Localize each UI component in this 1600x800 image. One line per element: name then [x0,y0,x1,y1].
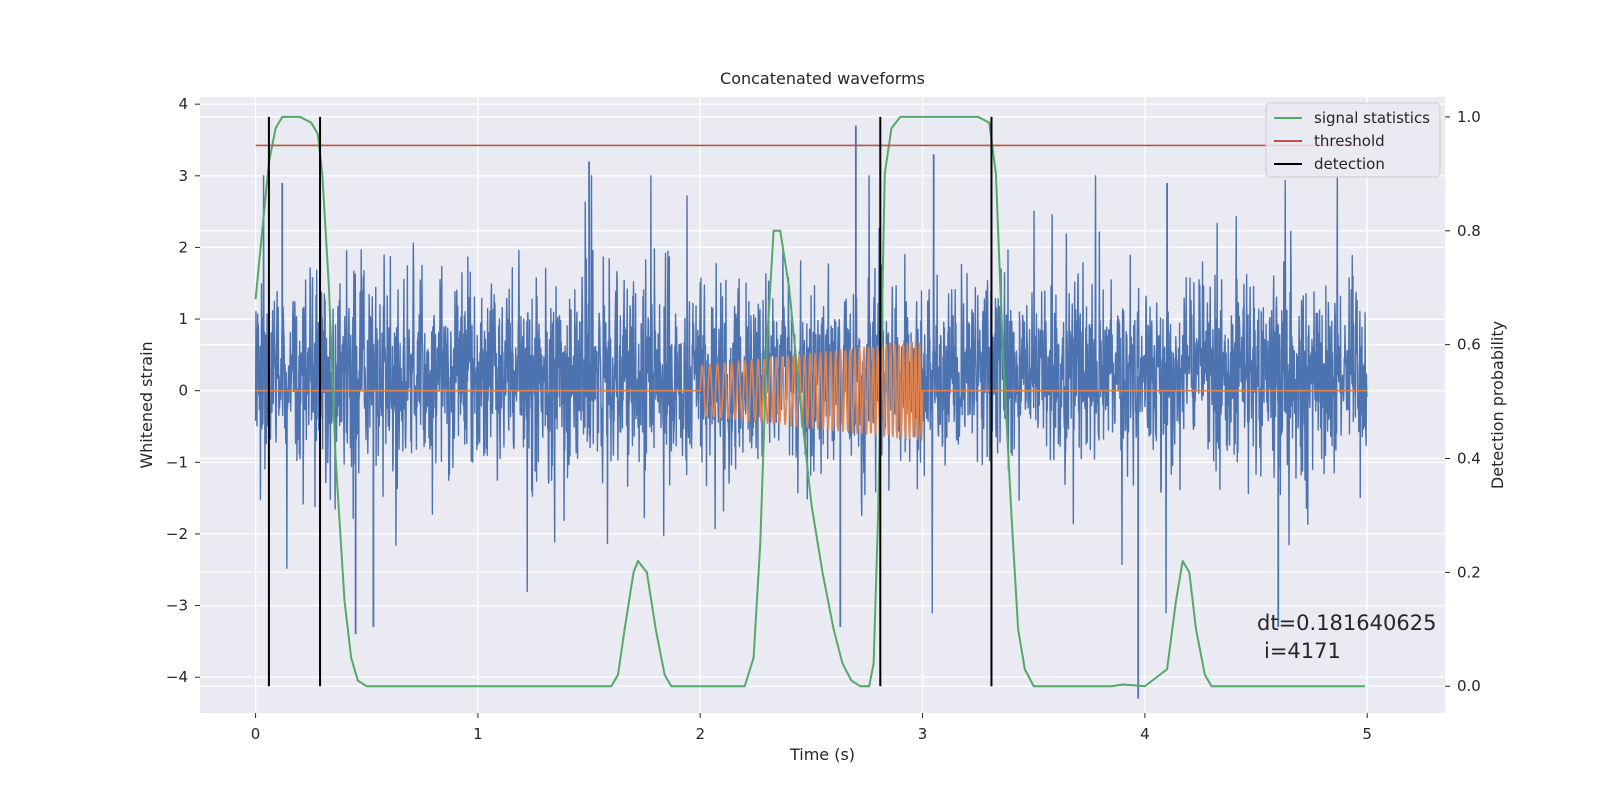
chart-title: Concatenated waveforms [720,69,925,88]
y-tick-label: −1 [166,453,188,471]
x-tick-label: 0 [251,725,261,743]
x-tick-label: 5 [1362,725,1372,743]
y-tick-label: 0 [178,382,188,400]
y-tick-label: −2 [166,525,188,543]
x-tick-label: 4 [1140,725,1150,743]
y2-tick-label: 0.2 [1457,563,1481,581]
annotation-i: i=4171 [1264,639,1341,663]
annotation-dt: dt=0.181640625 [1257,611,1436,635]
y-tick-label: 1 [178,310,188,328]
y-tick-label: 2 [178,238,188,256]
x-tick-label: 3 [918,725,928,743]
legend: signal statistics threshold detection [1266,103,1440,177]
legend-label: signal statistics [1314,109,1430,127]
x-tick-label: 2 [695,725,705,743]
legend-label: threshold [1314,132,1385,150]
chart: 0 1 2 3 4 5 −4 −3 −2 −1 0 1 2 3 4 0.0 0.2 0.4 0.6 0.8 1.0 Co… [0,0,1600,800]
x-axis-label: Time (s) [789,745,855,764]
y-axis-label: Whitened strain [137,341,156,468]
y-tick-label: −3 [166,597,188,615]
y-tick-label: 3 [178,167,188,185]
y2-tick-label: 0.0 [1457,677,1481,695]
y-tick-label: 4 [178,95,188,113]
y2-tick-label: 0.4 [1457,450,1481,468]
legend-label: detection [1314,155,1385,173]
y2-tick-label: 1.0 [1457,108,1481,126]
y-tick-label: −4 [166,668,188,686]
y2-tick-label: 0.6 [1457,336,1481,354]
y2-axis-label: Detection probability [1488,321,1507,489]
x-tick-label: 1 [473,725,483,743]
y2-tick-label: 0.8 [1457,222,1481,240]
